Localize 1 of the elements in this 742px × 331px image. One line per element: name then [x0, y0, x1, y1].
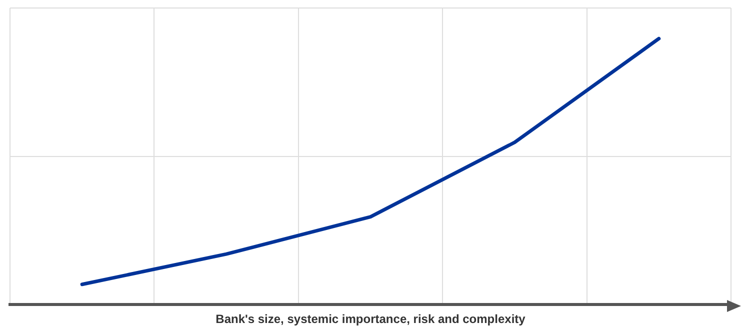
x-axis-title: Bank's size, systemic importance, risk and complexity [216, 312, 526, 326]
